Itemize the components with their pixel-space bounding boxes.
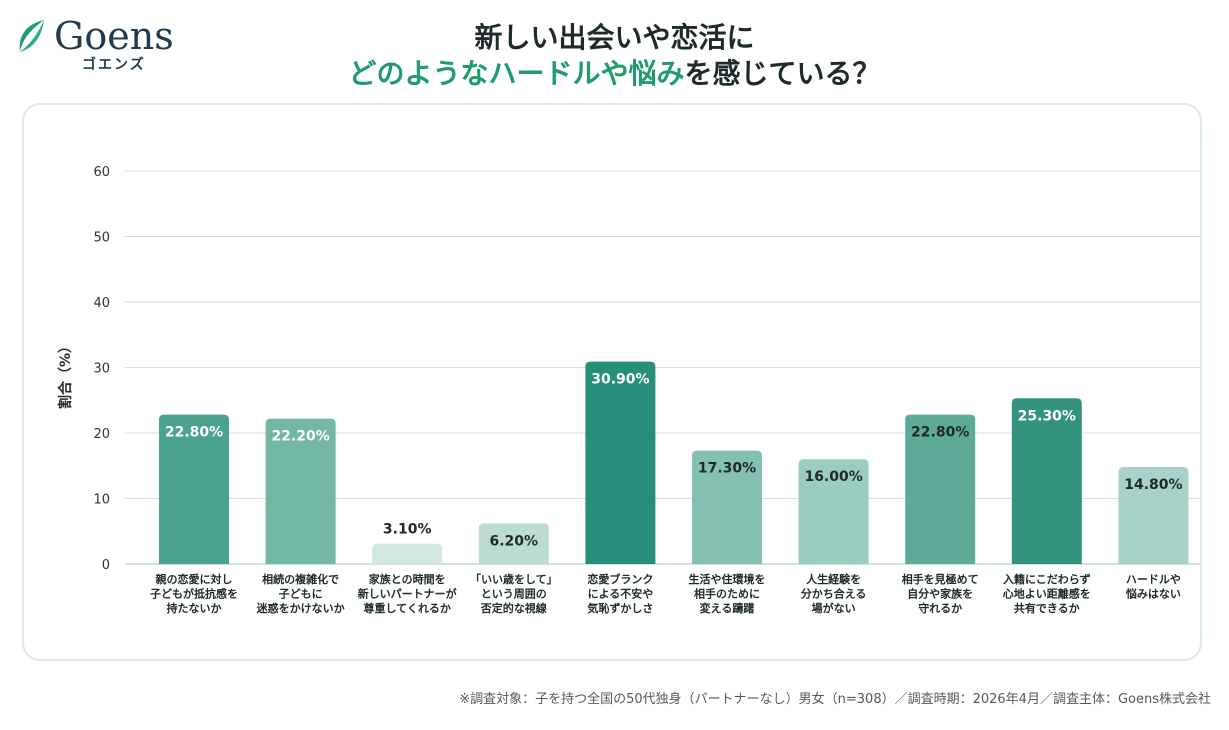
logo-kana: ゴエンズ	[82, 57, 146, 73]
bar	[372, 543, 443, 564]
x-tick-label: 否定的な視線	[480, 601, 547, 615]
page-title-rest: を感じている？	[684, 57, 881, 90]
bar-value-label: 22.80%	[911, 425, 969, 441]
x-tick-label: 変える躊躇	[700, 601, 755, 615]
bar	[585, 361, 656, 564]
x-tick-label: 相続の複雑化で	[262, 572, 339, 586]
x-tick-label: 子どもに	[279, 588, 323, 601]
x-tick-label: 悩みはない	[1125, 587, 1181, 601]
bar-value-label: 22.20%	[271, 429, 329, 445]
x-tick-label: 家族との時間を	[369, 572, 446, 586]
x-tick-label: 気恥ずかしさ	[587, 601, 653, 615]
bar	[265, 418, 336, 564]
bar-value-label: 25.30%	[1018, 408, 1076, 424]
bar	[905, 414, 976, 564]
x-tick-label: 守れるか	[918, 601, 962, 615]
x-tick-label: 恋愛ブランク	[587, 572, 653, 586]
x-tick-label: 場がない	[812, 601, 856, 615]
bar-value-label: 6.20%	[490, 533, 539, 549]
bar-value-label: 14.80%	[1124, 477, 1182, 493]
brand-logo: Goens ゴエンズ	[14, 14, 184, 74]
x-tick-label: 新しいパートナーが	[358, 587, 457, 601]
x-tick-label: という周囲の	[481, 588, 547, 601]
page-title-line2: どのようなハードルや悩みを感じている？	[0, 56, 1229, 92]
bar	[159, 414, 229, 564]
bar	[1011, 398, 1082, 564]
x-tick-label: ハードルや	[1126, 573, 1181, 586]
x-tick-label: 相手のために	[694, 587, 760, 601]
x-tick-label: 心地よい距離感を	[1003, 587, 1091, 601]
x-tick-label: 生活や住環境を	[689, 572, 766, 586]
y-tick-label: 0	[102, 558, 110, 573]
x-tick-label: 子どもが抵抗感を	[150, 587, 238, 601]
x-tick-label: 自分や家族を	[907, 587, 973, 601]
y-tick-label: 10	[93, 493, 110, 508]
bar-value-label: 30.90%	[591, 372, 649, 388]
x-tick-label: 「いい歳をして」	[470, 572, 558, 586]
bar-value-label: 16.00%	[804, 469, 862, 485]
x-tick-label: による不安や	[588, 587, 654, 601]
y-tick-label: 20	[93, 427, 110, 442]
bar-value-label: 22.80%	[165, 425, 223, 441]
logo-wordmark: Goens	[54, 14, 174, 58]
bar	[692, 450, 762, 564]
x-tick-label: 共有できるか	[1014, 601, 1080, 615]
x-tick-label: 尊重してくれるか	[364, 601, 451, 615]
bar-value-label: 3.10%	[383, 522, 432, 538]
leaf-icon	[19, 20, 44, 52]
bar-value-label: 17.30%	[698, 461, 756, 477]
x-tick-label: 人生経験を	[806, 572, 861, 586]
y-tick-label: 40	[93, 296, 110, 311]
y-tick-label: 50	[93, 231, 110, 246]
x-tick-label: 迷惑をかけないか	[256, 601, 345, 615]
x-tick-label: 入籍にこだわらず	[1003, 572, 1091, 586]
survey-footnote: ※調査対象：子を持つ全国の50代独身（パートナーなし）男女（n=308）／調査時…	[459, 692, 1211, 707]
x-tick-label: 分かち合える	[801, 587, 867, 601]
x-tick-label: 持たないか	[167, 601, 222, 615]
y-tick-label: 30	[93, 362, 110, 377]
x-tick-label: 相手を見極めて	[902, 572, 979, 586]
page-title-line1: 新しい出会いや恋活に	[474, 21, 755, 54]
page-title-accent: どのようなハードルや悩み	[348, 57, 685, 90]
bar	[1118, 467, 1189, 564]
bar	[478, 523, 549, 564]
x-tick-label: 親の恋愛に対し	[156, 572, 233, 586]
y-axis-label: 割合（%）	[57, 339, 74, 409]
bar	[798, 459, 869, 564]
y-tick-label: 60	[93, 165, 110, 180]
